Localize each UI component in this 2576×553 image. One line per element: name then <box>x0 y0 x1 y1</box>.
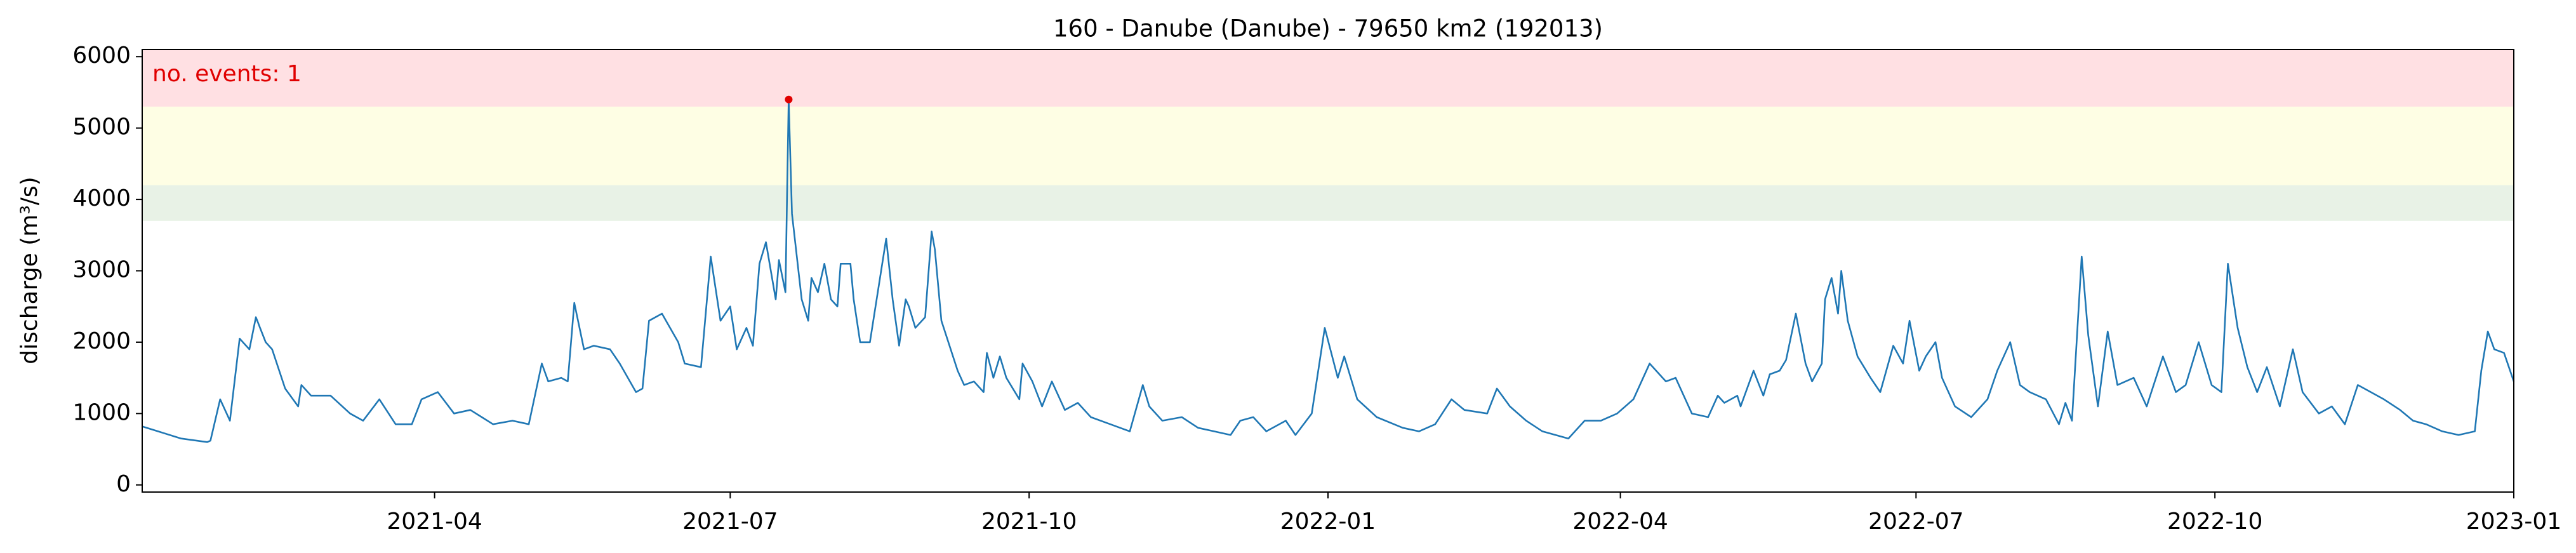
x-tick-label: 2022-07 <box>1868 509 1963 535</box>
threshold-band <box>142 50 2514 107</box>
plot-frame <box>142 49 2514 493</box>
y-tick-label: 4000 <box>72 185 131 211</box>
x-tick-label: 2021-07 <box>682 509 778 535</box>
data-line <box>142 98 2515 443</box>
x-tick-label: 2021-04 <box>387 509 482 535</box>
y-tick-label: 2000 <box>72 328 131 354</box>
event-marker <box>785 95 793 103</box>
x-tick-label: 2021-10 <box>981 509 1077 535</box>
y-tick-label: 5000 <box>72 114 131 140</box>
y-tick-label: 1000 <box>72 399 131 425</box>
x-tick-label: 2023-01 <box>2466 509 2561 535</box>
y-tick-label: 0 <box>116 471 131 497</box>
annotation: no. events: 1 <box>152 61 302 87</box>
x-tick-label: 2022-04 <box>1572 509 1668 535</box>
threshold-band <box>142 185 2514 221</box>
x-tick-label: 2022-10 <box>2167 509 2262 535</box>
y-axis-label: discharge (m³/s) <box>17 177 43 364</box>
threshold-band <box>142 106 2514 185</box>
chart-title: 160 - Danube (Danube) - 79650 km2 (19201… <box>1053 15 1603 43</box>
x-tick-label: 2022-01 <box>1280 509 1376 535</box>
y-tick-label: 3000 <box>72 257 131 283</box>
y-tick-label: 6000 <box>72 43 131 69</box>
